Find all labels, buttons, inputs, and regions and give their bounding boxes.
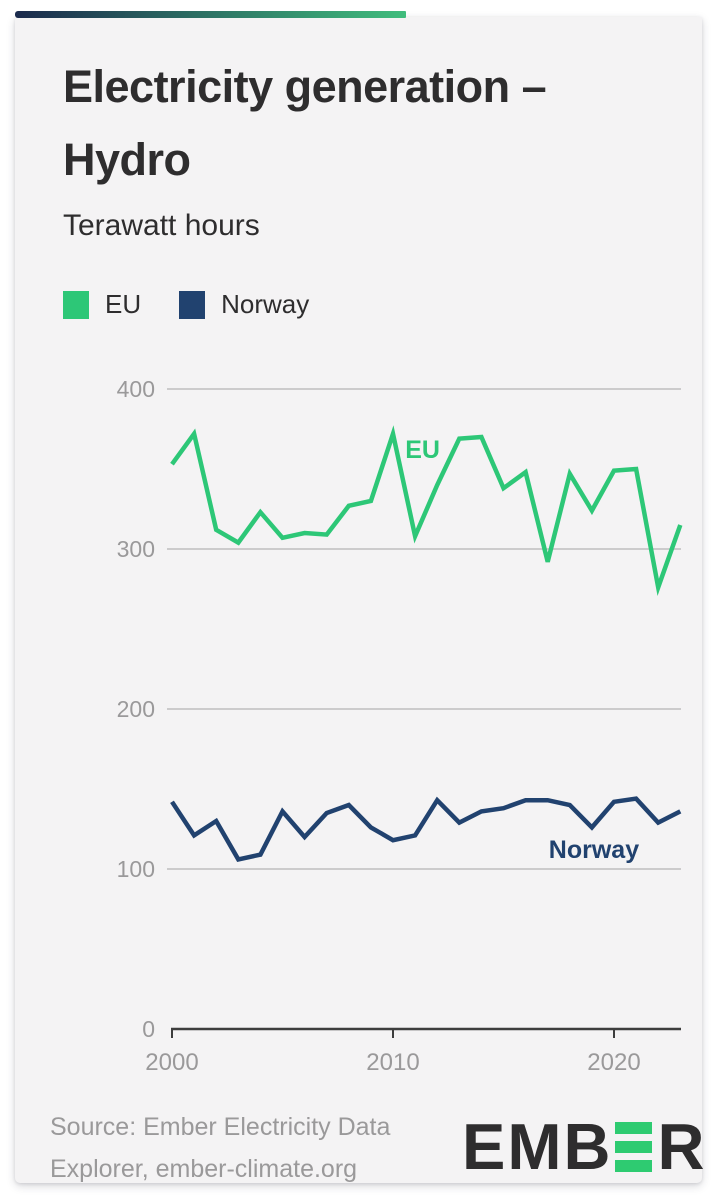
series-label-eu: EU [405, 436, 440, 464]
brand-gradient-bar [15, 11, 406, 18]
logo-green-e-icon [615, 1122, 653, 1172]
chart-svg: 0 100 200 300 400 2000 2010 2020 EU Norway [117, 376, 683, 1076]
y-tick-label-0: 0 [142, 1016, 155, 1042]
legend-item-norway: Norway [179, 289, 309, 320]
chart-title: Electricity generation – Hydro [63, 61, 547, 185]
x-tick-label-2020: 2020 [587, 1049, 640, 1076]
norway-legend-label: Norway [221, 289, 310, 319]
source-line-2: Explorer, ember-climate.org [50, 1155, 358, 1183]
ember-logo: EMB R [462, 1110, 707, 1183]
eu-legend-swatch [63, 290, 89, 319]
norway-legend-swatch [179, 290, 206, 319]
chart-units-subtitle: Terawatt hours [63, 209, 260, 242]
series-label-norway: Norway [549, 836, 639, 864]
y-tick-label-100: 100 [117, 856, 155, 882]
y-tick-label-300: 300 [117, 536, 155, 562]
source-line-1: Source: Ember Electricity Data [50, 1113, 391, 1141]
logo-text-r: R [657, 1110, 707, 1183]
y-tick-label-400: 400 [117, 376, 155, 402]
legend: EU Norway [63, 289, 309, 320]
y-tick-label-200: 200 [117, 696, 155, 722]
x-tick-label-2010: 2010 [366, 1049, 419, 1076]
hydro-line-chart: 0 100 200 300 400 2000 2010 2020 EU Norway [30, 347, 715, 1097]
source-attribution: Source: Ember Electricity Data Explorer,… [50, 1106, 390, 1190]
logo-text-emb: EMB [462, 1110, 613, 1183]
x-tick-label-2000: 2000 [145, 1049, 198, 1076]
chart-card: Electricity generation – Hydro Terawatt … [15, 17, 704, 1183]
legend-item-eu: EU [63, 289, 141, 320]
series-line-eu [170, 425, 683, 597]
eu-legend-label: EU [105, 289, 142, 319]
series-line-norway [170, 796, 682, 862]
